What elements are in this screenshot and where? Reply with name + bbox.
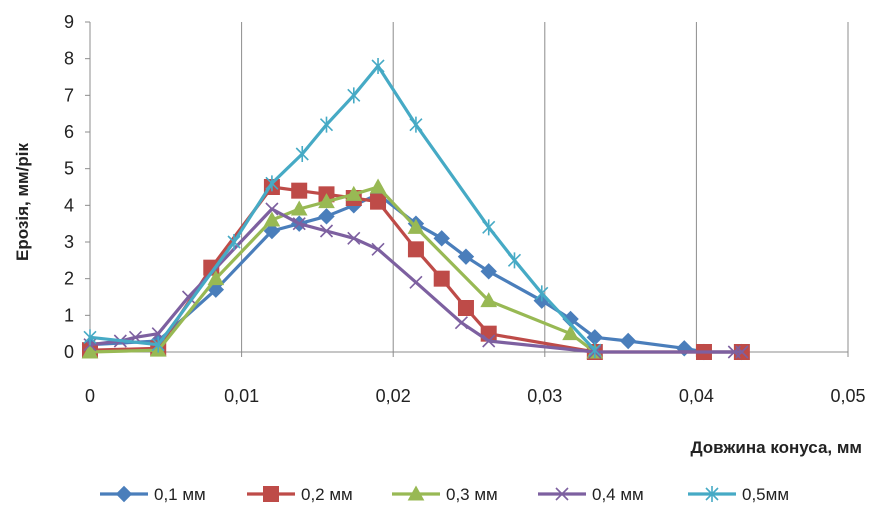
legend-item-2: 0,2 мм <box>247 485 353 504</box>
data-point-s4-5 <box>181 290 196 304</box>
data-point-s2-9 <box>407 241 424 258</box>
y-tick-labels: 0 1 2 3 4 5 6 7 8 9 <box>64 12 90 362</box>
legend-label-5: 0,5мм <box>742 485 789 504</box>
series-line-3 <box>88 185 597 354</box>
data-point-s1-16 <box>619 332 637 350</box>
data-point-s4-7 <box>292 217 306 231</box>
legend-marker-3 <box>407 485 425 501</box>
legend-marker-4 <box>555 487 569 501</box>
data-point-s4-13 <box>482 334 496 348</box>
y-tick-label-2: 2 <box>64 269 74 289</box>
y-tick-label-0: 0 <box>64 342 74 362</box>
series-lines <box>81 58 751 361</box>
series-line-5 <box>88 64 597 352</box>
x-tick-label-2: 0,02 <box>376 386 411 406</box>
data-point-s2-11 <box>457 300 474 316</box>
data-point-s5-2 <box>151 336 165 353</box>
legend-label-2: 0,2 мм <box>301 485 353 504</box>
data-point-s5-8 <box>371 58 385 74</box>
legend-label-4: 0,4 мм <box>592 485 644 504</box>
grid-lines <box>241 22 849 352</box>
data-point-s3-9 <box>407 218 425 234</box>
data-point-s2-5 <box>291 182 308 199</box>
data-point-s4-12 <box>454 316 468 330</box>
legend-item-3: 0,3 мм <box>392 485 498 504</box>
legend-marker-5 <box>705 486 719 502</box>
x-tick-label-3: 0,03 <box>527 386 562 406</box>
data-point-s5-4 <box>265 175 279 192</box>
series-line-4 <box>88 207 744 354</box>
x-axis-title: Довжина конуса, мм <box>690 438 862 457</box>
data-point-s4-11 <box>409 275 423 289</box>
y-tick-label-4: 4 <box>64 195 74 215</box>
legend: 0,1 мм 0,2 мм 0,3 мм 0,4 мм 0,5мм <box>100 485 789 504</box>
data-point-s5-9 <box>409 116 423 133</box>
legend-label-3: 0,3 мм <box>446 485 498 504</box>
data-point-s5-1 <box>83 329 97 346</box>
legend-item-5: 0,5мм <box>688 485 789 504</box>
data-point-s5-6 <box>319 116 334 133</box>
data-point-s5-10 <box>482 219 496 236</box>
data-point-s5-12 <box>535 285 549 302</box>
y-tick-label-5: 5 <box>64 159 74 179</box>
legend-marker-1 <box>115 485 133 503</box>
legend-item-4: 0,4 мм <box>538 485 644 504</box>
y-tick-label-8: 8 <box>64 49 74 69</box>
series-5 <box>83 58 602 359</box>
y-tick-label-1: 1 <box>64 305 74 325</box>
data-point-s1-11 <box>457 248 475 265</box>
data-point-s1-12 <box>480 263 497 280</box>
data-point-s3-6 <box>318 193 335 209</box>
data-point-s3-1 <box>81 343 99 359</box>
y-tick-label-9: 9 <box>64 12 74 32</box>
data-point-s4-16 <box>735 345 749 359</box>
x-tick-label-1: 0,01 <box>224 386 259 406</box>
data-point-s5-3 <box>227 234 241 250</box>
data-point-s5-13 <box>588 342 602 359</box>
series-2 <box>82 179 750 360</box>
series-4 <box>83 202 749 359</box>
data-point-s4-6 <box>265 202 279 216</box>
y-tick-label-7: 7 <box>64 85 74 105</box>
x-tick-label-5: 0,05 <box>830 386 865 406</box>
x-tick-labels: 0 0,01 0,02 0,03 0,04 0,05 <box>85 352 866 406</box>
data-point-s5-5 <box>295 146 309 162</box>
data-point-s3-4 <box>263 211 281 227</box>
legend-marker-2 <box>263 486 279 502</box>
data-point-s4-9 <box>347 231 361 245</box>
data-point-s1-10 <box>433 230 450 247</box>
data-point-s4-10 <box>371 242 385 256</box>
y-tick-label-3: 3 <box>64 232 74 252</box>
data-point-s5-7 <box>347 87 361 104</box>
legend-label-1: 0,1 мм <box>154 485 206 504</box>
y-axis-title: Ерозія, мм/рік <box>13 143 32 261</box>
x-tick-label-0: 0 <box>85 386 95 406</box>
data-point-s3-7 <box>345 185 363 201</box>
data-point-s1-4 <box>263 222 281 240</box>
data-point-s3-3 <box>207 270 225 286</box>
data-point-s1-6 <box>318 208 335 225</box>
data-point-s2-8 <box>370 193 387 210</box>
series-1 <box>81 186 751 361</box>
series-line-2 <box>88 185 744 354</box>
data-point-s3-10 <box>480 292 498 308</box>
legend-item-1: 0,1 мм <box>100 485 206 504</box>
data-point-s5-11 <box>507 252 522 269</box>
data-point-s2-10 <box>433 270 450 287</box>
data-point-s3-8 <box>369 178 387 194</box>
y-tick-label-6: 6 <box>64 122 74 142</box>
data-point-s4-8 <box>319 224 334 238</box>
data-point-s3-11 <box>562 325 579 341</box>
data-point-s3-5 <box>290 200 308 216</box>
x-tick-label-4: 0,04 <box>679 386 714 406</box>
